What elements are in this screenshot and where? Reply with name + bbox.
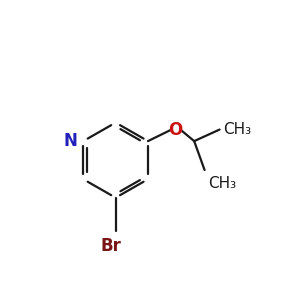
Text: CH₃: CH₃ (208, 176, 236, 191)
Text: CH₃: CH₃ (223, 122, 251, 137)
Text: Br: Br (100, 237, 122, 255)
Text: N: N (64, 132, 77, 150)
Text: O: O (169, 121, 183, 139)
